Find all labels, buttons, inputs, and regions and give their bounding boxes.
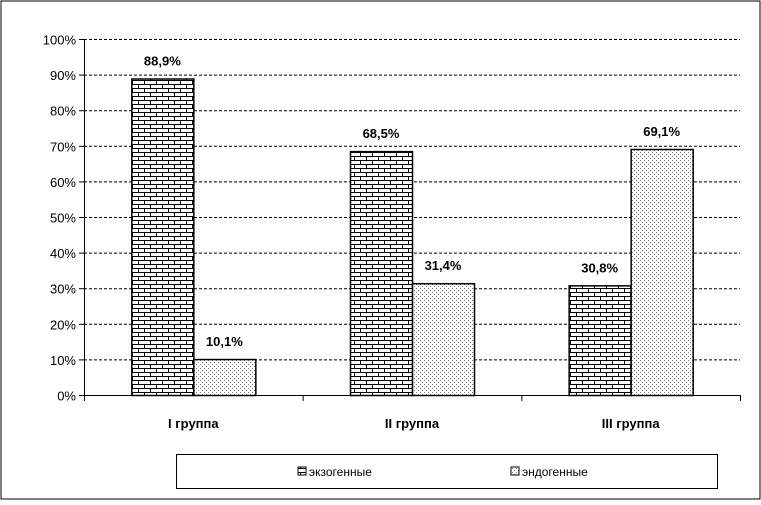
x-tick-label: I группа (168, 416, 219, 431)
legend-swatch (297, 466, 307, 476)
data-label: 31,4% (425, 258, 462, 273)
y-tick-label: 90% (50, 68, 76, 83)
data-label: 88,9% (144, 54, 181, 69)
y-tick-label: 50% (50, 211, 76, 226)
y-tick-label: 70% (50, 139, 76, 154)
y-tick-label: 10% (50, 353, 76, 368)
y-tick-label: 20% (50, 317, 76, 332)
y-tick-label: 0% (57, 389, 76, 404)
data-label: 30,8% (581, 260, 618, 275)
legend-label: эндогенные (522, 465, 588, 479)
bar-endogenous (630, 148, 694, 397)
y-tick-label: 30% (50, 282, 76, 297)
legend (176, 454, 718, 489)
legend-label: экзогенные (309, 465, 372, 479)
bar-endogenous (193, 358, 257, 397)
x-tick-label: II группа (385, 416, 440, 431)
y-tick-label: 80% (50, 104, 76, 119)
data-label: 68,5% (363, 126, 400, 141)
y-tick-label: 40% (50, 246, 76, 261)
legend-swatch (510, 466, 520, 476)
x-tick-label: III группа (602, 416, 661, 431)
bar-exogenous (568, 285, 632, 397)
bar-endogenous (411, 282, 476, 397)
data-label: 69,1% (643, 124, 680, 139)
y-tick-label: 60% (50, 175, 76, 190)
y-tick-label: 100% (43, 33, 77, 48)
bar-exogenous (131, 78, 195, 397)
bar-exogenous (349, 150, 414, 397)
data-label: 10,1% (206, 334, 243, 349)
